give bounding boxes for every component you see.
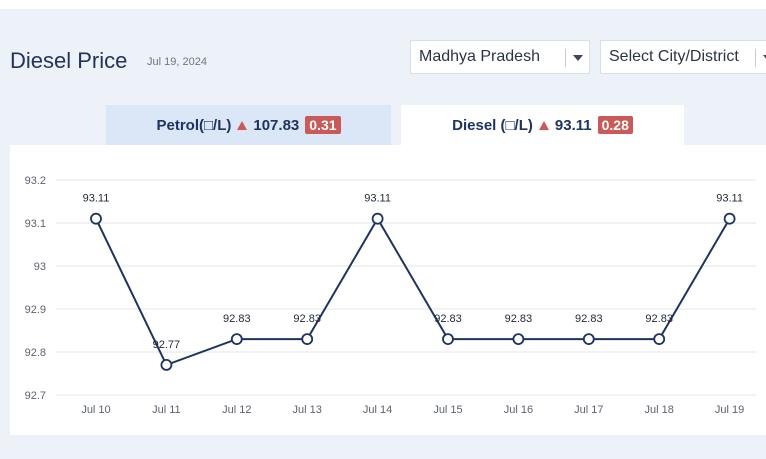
top-strip [0, 0, 766, 9]
data-point [371, 212, 384, 225]
data-point [230, 333, 243, 346]
x-tick-label: Jul 19 [715, 404, 744, 416]
price-chart-card: 92.7 92.8 92.9 93 93.1 93.2 Jul 10 Jul 11 Jul 12… [10, 145, 766, 435]
page-date: Jul 19, 2024 [147, 56, 207, 68]
data-point [90, 212, 102, 225]
city-select[interactable]: Select City/District [600, 40, 766, 74]
x-tick-label: Jul 13 [293, 404, 322, 416]
y-tick-label: 93 [34, 261, 46, 273]
data-label: 92.83 [645, 313, 673, 325]
page-title: Diesel Price [10, 48, 128, 73]
data-label: 92.83 [434, 313, 462, 325]
data-label: 93.11 [83, 193, 110, 205]
up-arrow-icon [538, 120, 549, 130]
tab-diesel-price: 93.11 [554, 116, 592, 134]
data-label: 92.83 [505, 313, 533, 325]
tab-petrol-change-badge: 0.31 [305, 116, 341, 134]
state-select-value: Madhya Pradesh [419, 48, 540, 65]
up-arrow-icon [237, 120, 248, 130]
tab-petrol-label: Petrol(□/L) [156, 116, 232, 134]
x-tick-label: Jul 16 [504, 404, 533, 416]
data-point [512, 333, 525, 346]
data-label: 92.77 [153, 339, 181, 351]
chevron-down-icon[interactable] [763, 55, 766, 61]
price-series-line [95, 216, 731, 367]
x-tick-label: Jul 15 [433, 404, 462, 416]
x-tick-label: Jul 12 [222, 404, 251, 416]
data-label: 93.11 [364, 193, 391, 205]
tab-diesel[interactable]: Diesel (□/L) 93.11 0.28 [401, 105, 684, 145]
data-point [442, 333, 454, 346]
tab-petrol-price: 107.83 [253, 116, 300, 134]
tab-petrol[interactable]: Petrol(□/L) 107.83 0.31 [106, 105, 391, 145]
select-separator [755, 49, 756, 67]
y-tick-label: 92.7 [25, 390, 46, 402]
data-point [723, 212, 736, 225]
tab-diesel-change-badge: 0.28 [597, 116, 633, 134]
state-select[interactable]: Madhya Pradesh [410, 40, 590, 74]
select-separator [565, 49, 566, 67]
tab-diesel-label: Diesel (□/L) [452, 116, 533, 134]
x-tick-label: Jul 18 [645, 404, 674, 416]
y-tick-label: 93.2 [25, 175, 46, 187]
data-point [160, 358, 173, 371]
x-tick-label: Jul 14 [363, 404, 392, 416]
chevron-down-icon[interactable] [573, 55, 583, 61]
data-label: 92.83 [575, 313, 603, 325]
data-label: 92.83 [223, 313, 251, 325]
price-line-chart: 92.7 92.8 92.9 93 93.1 93.2 Jul 10 Jul 11 Jul 12… [25, 175, 756, 416]
y-tick-label: 93.1 [25, 218, 46, 230]
data-label: 92.83 [293, 313, 321, 325]
y-tick-label: 92.9 [25, 304, 46, 316]
data-point [301, 333, 314, 346]
y-tick-label: 92.8 [25, 347, 46, 359]
data-point [582, 333, 595, 346]
data-point [653, 333, 666, 346]
x-tick-label: Jul 17 [574, 404, 603, 416]
city-select-placeholder: Select City/District [609, 48, 739, 65]
data-label: 93.11 [716, 193, 743, 205]
x-tick-label: Jul 10 [81, 404, 110, 416]
x-tick-label: Jul 11 [152, 404, 181, 416]
